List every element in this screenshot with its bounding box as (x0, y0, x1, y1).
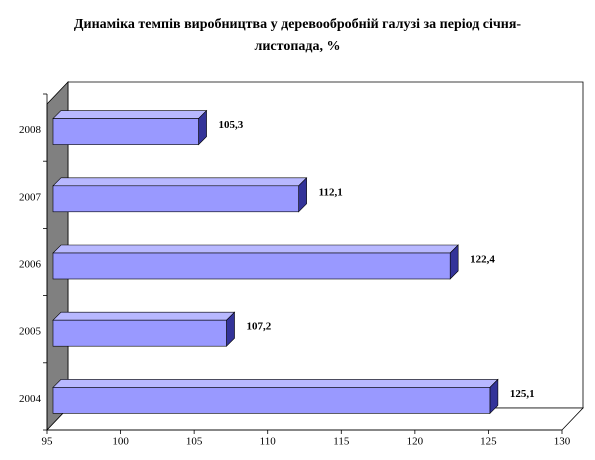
chart-title: Динаміка темпів виробництва у деревообро… (73, 17, 522, 54)
x-tick-label: 95 (42, 436, 54, 448)
value-label: 125,1 (510, 388, 535, 400)
y-tick-label: 2005 (19, 326, 42, 338)
bar (52, 185, 299, 213)
x-tick-label: 115 (333, 436, 350, 448)
x-tick-label: 130 (554, 436, 571, 448)
bar (52, 387, 491, 414)
bar-top (52, 110, 208, 119)
value-label: 107,2 (247, 321, 272, 333)
y-tick-label: 2007 (19, 191, 42, 203)
x-tick-label: 100 (112, 436, 129, 448)
value-label: 112,1 (319, 186, 343, 198)
bar (52, 252, 451, 280)
bar-top (52, 311, 236, 321)
bar (52, 319, 227, 347)
x-tick-label: 105 (186, 436, 203, 448)
x-tick-label: 110 (260, 436, 277, 448)
bar-top (52, 379, 499, 388)
x-tick-label: 125 (480, 436, 497, 448)
value-label: 105,3 (219, 119, 244, 131)
bar-top (52, 244, 459, 254)
y-tick-label: 2008 (19, 124, 42, 136)
x-tick-label: 120 (407, 436, 424, 448)
y-tick-label: 2004 (19, 393, 42, 405)
bar (52, 118, 199, 145)
y-tick-label: 2006 (19, 259, 42, 271)
bar-top (52, 177, 308, 187)
value-label: 122,4 (470, 254, 495, 266)
